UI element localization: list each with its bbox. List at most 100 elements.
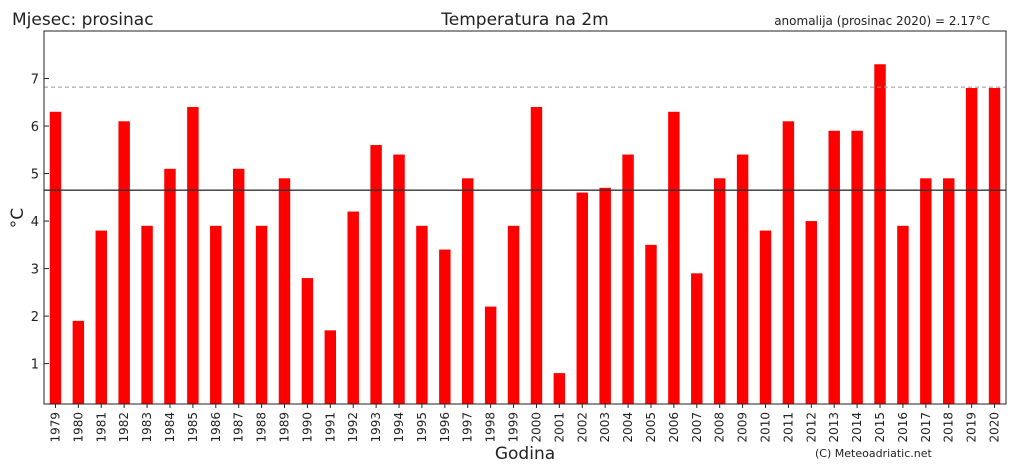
bar-2020 <box>988 88 1001 405</box>
x-tick-label: 2004 <box>621 412 635 443</box>
bars-group <box>49 64 1001 405</box>
y-tick-label: 3 <box>31 263 39 278</box>
x-tick-label: 2020 <box>988 412 1002 443</box>
bar-2008 <box>713 178 726 404</box>
bar-1991 <box>324 330 337 404</box>
bar-1982 <box>118 121 130 404</box>
bar-1998 <box>484 306 497 404</box>
x-tick-label: 2001 <box>552 412 566 443</box>
bar-2015 <box>874 64 886 404</box>
y-ticks: 1 2 3 4 5 6 7 <box>31 73 49 373</box>
x-tick-label: 2014 <box>850 412 864 443</box>
x-tick-label: 1982 <box>117 412 131 443</box>
bar-1983 <box>141 225 153 404</box>
x-tick-label: 1994 <box>392 412 406 443</box>
bar-2006 <box>668 111 680 404</box>
bar-2014 <box>851 130 863 404</box>
x-tick-label: 2013 <box>827 412 841 443</box>
bar-1989 <box>278 178 291 404</box>
bar-2016 <box>897 225 909 404</box>
y-tick-label: 2 <box>31 310 39 325</box>
reference-lines <box>44 86 1006 191</box>
x-tick-label: 1980 <box>71 412 85 443</box>
y-tick-label: 5 <box>31 168 39 183</box>
bar-2013 <box>828 130 840 404</box>
bar-1996 <box>439 249 451 404</box>
x-tick-label: 2012 <box>804 412 818 443</box>
x-tick-label: 2005 <box>644 412 658 443</box>
y-tick-label: 7 <box>31 73 39 88</box>
x-tick-label: 2000 <box>529 412 543 443</box>
bar-2019 <box>965 88 978 405</box>
x-tick-label: 2009 <box>736 412 750 443</box>
bar-2004 <box>622 154 634 404</box>
bar-1999 <box>507 225 520 404</box>
x-tick-label: 1997 <box>461 412 475 443</box>
x-tick-label: 1995 <box>415 412 429 443</box>
y-tick-label: 6 <box>31 120 39 135</box>
x-tick-label: 1989 <box>278 412 292 443</box>
x-tick-label: 2006 <box>667 412 681 443</box>
bar-1984 <box>164 168 176 404</box>
bar-2003 <box>599 187 611 404</box>
x-tick-label: 2019 <box>965 412 979 443</box>
chart-title: Temperatura na 2m <box>440 10 608 30</box>
bar-1995 <box>416 225 428 404</box>
x-tick-label: 1983 <box>140 412 154 443</box>
anomaly-label: anomalija (prosinac 2020) = 2.17°C <box>774 14 990 28</box>
x-tick-label: 2011 <box>781 412 795 443</box>
bar-1985 <box>187 107 199 404</box>
bar-1981 <box>95 230 107 404</box>
x-tick-label: 2017 <box>919 412 933 443</box>
x-ticks: 1979 1980 1981 1982 1983 1984 1985 1986 1987 1988… <box>48 404 1002 443</box>
bar-1979 <box>49 111 62 404</box>
x-tick-label: 2008 <box>713 412 727 443</box>
bar-2000 <box>530 107 543 404</box>
bar-2010 <box>759 230 772 404</box>
x-tick-label: 1988 <box>255 412 269 443</box>
x-tick-label: 1981 <box>94 412 108 443</box>
x-tick-label: 2003 <box>598 412 612 443</box>
x-tick-label: 1993 <box>369 412 383 443</box>
x-tick-label: 1998 <box>484 412 498 443</box>
x-tick-label: 1992 <box>346 412 360 443</box>
x-tick-label: 2010 <box>759 412 773 443</box>
bar-1980 <box>72 320 85 404</box>
bar-2001 <box>553 373 566 404</box>
bar-2007 <box>691 273 703 404</box>
plot-frame <box>43 30 1007 405</box>
bar-2009 <box>736 154 749 404</box>
bar-1993 <box>370 145 382 405</box>
x-tick-label: 2002 <box>575 412 589 443</box>
y-tick-label: 4 <box>31 215 39 230</box>
bar-2018 <box>943 178 955 404</box>
bar-2002 <box>576 192 588 404</box>
x-tick-label: 1986 <box>209 412 223 443</box>
x-tick-label: 1999 <box>507 412 521 443</box>
month-label: Mjesec: prosinac <box>12 10 154 30</box>
bar-1990 <box>301 278 314 404</box>
bar-2011 <box>782 121 795 404</box>
x-tick-label: 2015 <box>873 412 887 443</box>
bar-2017 <box>920 178 932 404</box>
x-tick-label: 1987 <box>232 412 246 443</box>
x-tick-label: 1979 <box>48 412 62 443</box>
x-axis-label: Godina <box>495 444 555 464</box>
bar-2005 <box>645 244 657 404</box>
credit-label: (C) Meteoadriatic.net <box>815 447 933 460</box>
x-tick-label: 1990 <box>300 412 314 443</box>
x-tick-label: 1984 <box>163 412 177 443</box>
x-tick-label: 2007 <box>690 412 704 443</box>
y-axis-label: °C <box>8 208 28 228</box>
x-tick-label: 2018 <box>942 412 956 443</box>
bar-1988 <box>255 225 268 404</box>
bar-1986 <box>210 225 222 404</box>
bar-1992 <box>347 211 359 404</box>
bar-2012 <box>805 221 818 404</box>
y-tick-label: 1 <box>31 358 39 373</box>
x-tick-label: 1991 <box>323 412 337 443</box>
x-tick-label: 2016 <box>896 412 910 443</box>
bar-1987 <box>232 168 245 404</box>
x-tick-label: 1996 <box>438 412 452 443</box>
